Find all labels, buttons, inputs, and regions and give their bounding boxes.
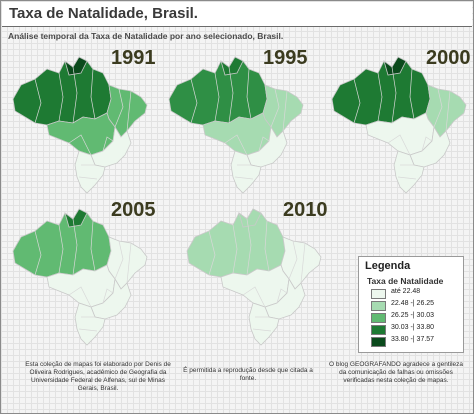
state-border — [409, 68, 415, 120]
legend-swatch — [371, 301, 386, 311]
state-border — [68, 134, 92, 156]
state-border — [114, 88, 124, 128]
state-border — [232, 224, 238, 274]
state-border — [58, 224, 64, 274]
state-border — [433, 88, 443, 128]
state-border — [102, 288, 114, 304]
legend-swatch — [371, 325, 386, 335]
legend-swatch — [371, 337, 386, 347]
page-title: Taxa de Natalidade, Brasil. — [9, 5, 198, 22]
map-1995 — [163, 47, 313, 197]
state-border — [224, 134, 248, 156]
region-south — [230, 150, 262, 194]
state-border — [270, 88, 280, 128]
footnote-acknowledgement: O blog GEOGRAFANDO agradece a gentileza … — [328, 361, 464, 384]
map-2010 — [181, 199, 331, 349]
legend-subtitle: Taxa de Natalidade — [367, 276, 444, 286]
state-border — [78, 328, 98, 332]
state-border — [264, 220, 270, 272]
map-year-label: 1995 — [263, 47, 308, 69]
state-border — [34, 78, 42, 124]
map-2005 — [7, 199, 157, 349]
state-border — [90, 68, 96, 120]
map-year-label: 2010 — [283, 199, 328, 221]
state-border — [90, 220, 96, 272]
state-border — [228, 66, 234, 124]
state-border — [397, 176, 417, 180]
state-border — [214, 72, 220, 122]
map-legend: Legenda Taxa de Natalidade até 22.48 22.… — [358, 256, 464, 353]
state-border — [114, 240, 124, 280]
state-border — [190, 78, 198, 124]
region-south — [74, 302, 106, 346]
state-border — [68, 286, 92, 308]
state-border — [246, 218, 252, 276]
state-border — [34, 230, 42, 276]
region-south — [393, 150, 425, 194]
state-border — [234, 176, 254, 180]
state-border — [72, 66, 78, 124]
legend-title: Legenda — [365, 260, 411, 272]
state-border — [288, 240, 298, 280]
state-border — [242, 286, 266, 308]
state-border — [353, 78, 361, 124]
legend-swatch — [371, 313, 386, 323]
map-2000 — [326, 47, 474, 197]
legend-item-label: 22.48 -| 26.25 — [391, 300, 435, 307]
state-border — [258, 136, 270, 152]
footnote-reproduction: É permitida a reprodução desde que citad… — [183, 367, 313, 382]
page-subtitle: Análise temporal da Taxa de Natalidade p… — [8, 31, 284, 41]
state-border — [300, 242, 306, 284]
legend-item-label: 26.25 -| 30.03 — [391, 312, 435, 319]
state-border — [126, 90, 132, 132]
legend-item-label: 33.80 -| 37.57 — [391, 336, 435, 343]
state-border — [252, 328, 272, 332]
state-border — [72, 218, 78, 276]
legend-swatch — [371, 289, 386, 299]
state-border — [208, 230, 216, 276]
state-border — [246, 68, 252, 120]
state-border — [126, 242, 132, 284]
region-south — [248, 302, 280, 346]
state-border — [282, 90, 288, 132]
state-border — [276, 288, 288, 304]
map-year-label: 2000 — [426, 47, 471, 69]
state-border — [387, 134, 411, 156]
title-bar: Taxa de Natalidade, Brasil. — [2, 2, 472, 27]
footnote-author: Esta coleção de mapas foi elaborado por … — [25, 361, 171, 392]
state-border — [78, 176, 98, 180]
state-border — [58, 72, 64, 122]
legend-item-label: 30.03 -| 33.80 — [391, 324, 435, 331]
state-border — [391, 66, 397, 124]
state-border — [445, 90, 451, 132]
legend-item-label: até 22.48 — [391, 288, 421, 295]
state-border — [421, 136, 433, 152]
map-1991 — [7, 47, 157, 197]
state-border — [377, 72, 383, 122]
state-border — [102, 136, 114, 152]
region-south — [74, 150, 106, 194]
map-year-label: 1991 — [111, 47, 156, 69]
map-year-label: 2005 — [111, 199, 156, 221]
